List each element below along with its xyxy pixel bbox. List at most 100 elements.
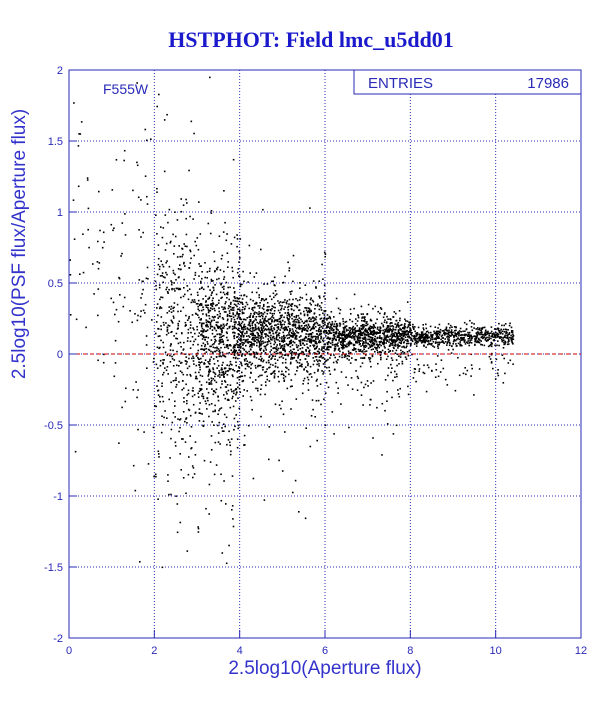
data-point	[330, 327, 333, 329]
data-point	[393, 328, 395, 331]
data-point	[336, 344, 338, 346]
data-point	[200, 389, 202, 391]
data-point	[233, 331, 235, 334]
data-point	[209, 363, 211, 365]
data-point	[78, 133, 80, 135]
data-point	[512, 343, 514, 345]
data-point	[305, 349, 307, 351]
data-point	[511, 342, 514, 344]
data-point	[305, 324, 308, 326]
data-point	[160, 328, 162, 331]
data-point	[317, 324, 320, 326]
data-point	[303, 337, 306, 340]
data-point	[208, 378, 210, 381]
data-point	[236, 308, 239, 311]
data-point	[442, 337, 444, 339]
data-point	[217, 302, 220, 304]
data-point	[479, 327, 481, 330]
data-point	[273, 338, 276, 340]
y-axis-label: 2.5log10(PSF flux/Aperture flux)	[9, 109, 30, 379]
data-point	[182, 204, 185, 206]
data-point	[461, 334, 464, 336]
data-point	[330, 332, 333, 334]
data-point	[320, 306, 322, 309]
data-point	[341, 331, 344, 334]
data-point	[203, 459, 206, 462]
data-point	[262, 337, 265, 339]
data-point	[214, 335, 217, 338]
data-point	[232, 518, 234, 520]
data-point	[413, 336, 416, 338]
data-point	[254, 325, 257, 327]
data-point	[217, 325, 220, 328]
data-point	[196, 328, 199, 331]
data-point	[97, 359, 99, 362]
data-point	[251, 326, 254, 329]
data-point	[187, 332, 190, 334]
data-point	[167, 474, 169, 476]
data-point	[394, 323, 396, 325]
data-point	[501, 339, 504, 342]
data-point	[486, 333, 488, 335]
stats-entries-label: ENTRIES	[368, 75, 433, 92]
data-point	[380, 308, 383, 310]
data-point	[302, 342, 304, 345]
data-point	[322, 322, 324, 325]
data-point	[395, 340, 397, 342]
data-point	[348, 344, 350, 347]
data-point	[503, 324, 505, 327]
data-point	[267, 338, 269, 340]
data-point	[283, 329, 286, 332]
data-point	[265, 320, 268, 323]
data-point	[330, 329, 332, 331]
data-point	[342, 318, 344, 320]
data-point	[347, 350, 350, 352]
x-tick-label: 10	[490, 645, 502, 657]
data-point	[366, 313, 369, 315]
data-point	[271, 312, 274, 315]
data-point	[245, 344, 247, 347]
data-point	[246, 328, 249, 330]
data-point	[202, 322, 204, 325]
data-point	[390, 329, 393, 331]
data-point	[254, 326, 257, 329]
data-point	[374, 322, 377, 325]
data-point	[319, 356, 322, 358]
data-point	[323, 350, 325, 353]
data-point	[194, 271, 197, 274]
data-point	[205, 300, 207, 302]
data-point	[241, 375, 244, 377]
data-point	[241, 341, 243, 344]
data-point	[239, 340, 242, 342]
data-point	[383, 313, 386, 316]
data-point	[294, 324, 297, 327]
data-point	[481, 344, 483, 346]
data-point	[342, 351, 344, 354]
data-point	[327, 323, 329, 325]
data-point	[367, 328, 370, 330]
data-point	[490, 341, 492, 344]
data-point	[227, 318, 229, 321]
data-point	[312, 327, 315, 330]
data-point	[271, 372, 274, 374]
data-point	[278, 320, 281, 323]
data-point	[498, 330, 500, 332]
data-point	[250, 319, 252, 321]
data-point	[285, 370, 287, 373]
data-point	[186, 289, 189, 292]
data-point	[308, 340, 311, 342]
data-point	[496, 327, 499, 330]
data-point	[245, 301, 248, 304]
data-point	[260, 335, 263, 338]
data-point	[430, 344, 433, 346]
data-point	[232, 368, 234, 371]
data-point	[72, 199, 75, 201]
data-point	[218, 350, 220, 353]
data-point	[73, 238, 76, 240]
data-point	[237, 329, 240, 331]
data-point	[268, 426, 271, 428]
data-point	[287, 305, 290, 308]
data-point	[309, 352, 311, 354]
data-point	[504, 343, 506, 345]
data-point	[96, 261, 99, 263]
